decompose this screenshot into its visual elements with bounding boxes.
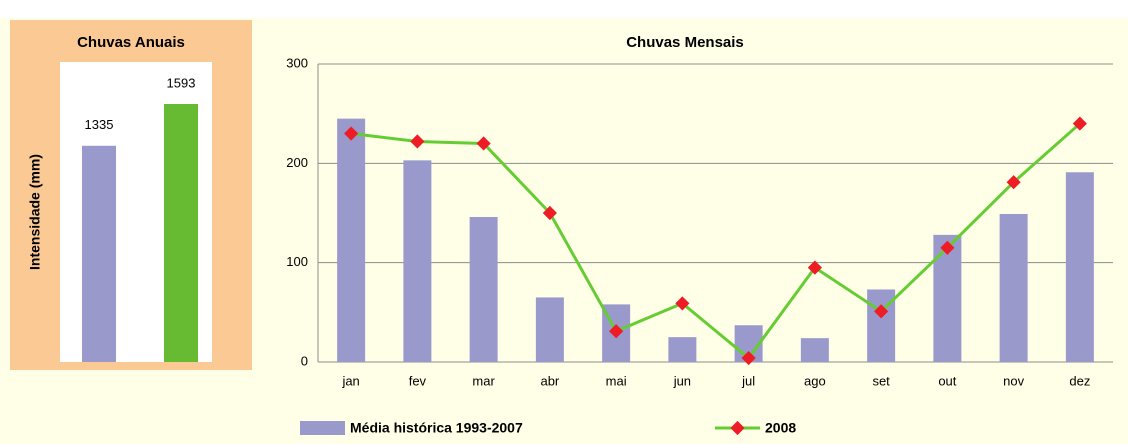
y-axis-label: Intensidade (mm)	[27, 154, 43, 270]
marker	[940, 240, 955, 255]
bar	[999, 213, 1028, 362]
bar	[1065, 172, 1094, 362]
x-tick-label: mai	[606, 373, 627, 388]
marker	[741, 350, 756, 366]
marker	[675, 296, 690, 311]
bar	[668, 337, 697, 362]
legend-swatch	[300, 421, 345, 435]
bar	[82, 145, 116, 362]
bar	[337, 118, 366, 362]
y-tick-label: 200	[286, 155, 308, 170]
x-tick-label: mar	[472, 373, 495, 388]
x-tick-label: nov	[1003, 373, 1024, 388]
legend-label: 2008	[765, 420, 796, 436]
marker	[874, 304, 889, 319]
x-tick-label: jan	[341, 373, 359, 388]
bar	[469, 216, 498, 362]
bar	[403, 160, 432, 362]
monthly-title: Chuvas Mensais	[626, 34, 744, 51]
marker	[1072, 116, 1087, 131]
marker	[410, 134, 425, 149]
annual-title: Chuvas Anuais	[77, 34, 185, 51]
bar	[164, 104, 198, 362]
marker	[542, 205, 557, 221]
bar	[800, 338, 829, 362]
x-tick-label: set	[872, 373, 890, 388]
data-label: 1593	[167, 75, 196, 90]
marker	[609, 324, 624, 339]
x-tick-label: ago	[804, 373, 826, 388]
marker	[1006, 175, 1021, 190]
x-tick-label: out	[938, 373, 956, 388]
data-label: 1335	[85, 117, 114, 132]
marker	[807, 260, 822, 275]
legend-marker	[730, 420, 745, 436]
x-tick-label: jul	[741, 373, 755, 388]
x-tick-label: dez	[1069, 373, 1090, 388]
legend-label: Média histórica 1993-2007	[350, 420, 523, 436]
marker	[344, 126, 359, 141]
x-tick-label: abr	[540, 373, 559, 388]
top-strip	[0, 0, 1128, 18]
marker	[476, 136, 491, 151]
x-tick-label: fev	[409, 373, 427, 388]
bar	[535, 297, 564, 362]
line	[350, 122, 1081, 361]
y-tick-label: 0	[301, 353, 308, 368]
y-tick-label: 300	[286, 55, 308, 70]
y-tick-label: 100	[286, 254, 308, 269]
x-tick-label: jun	[673, 373, 691, 388]
